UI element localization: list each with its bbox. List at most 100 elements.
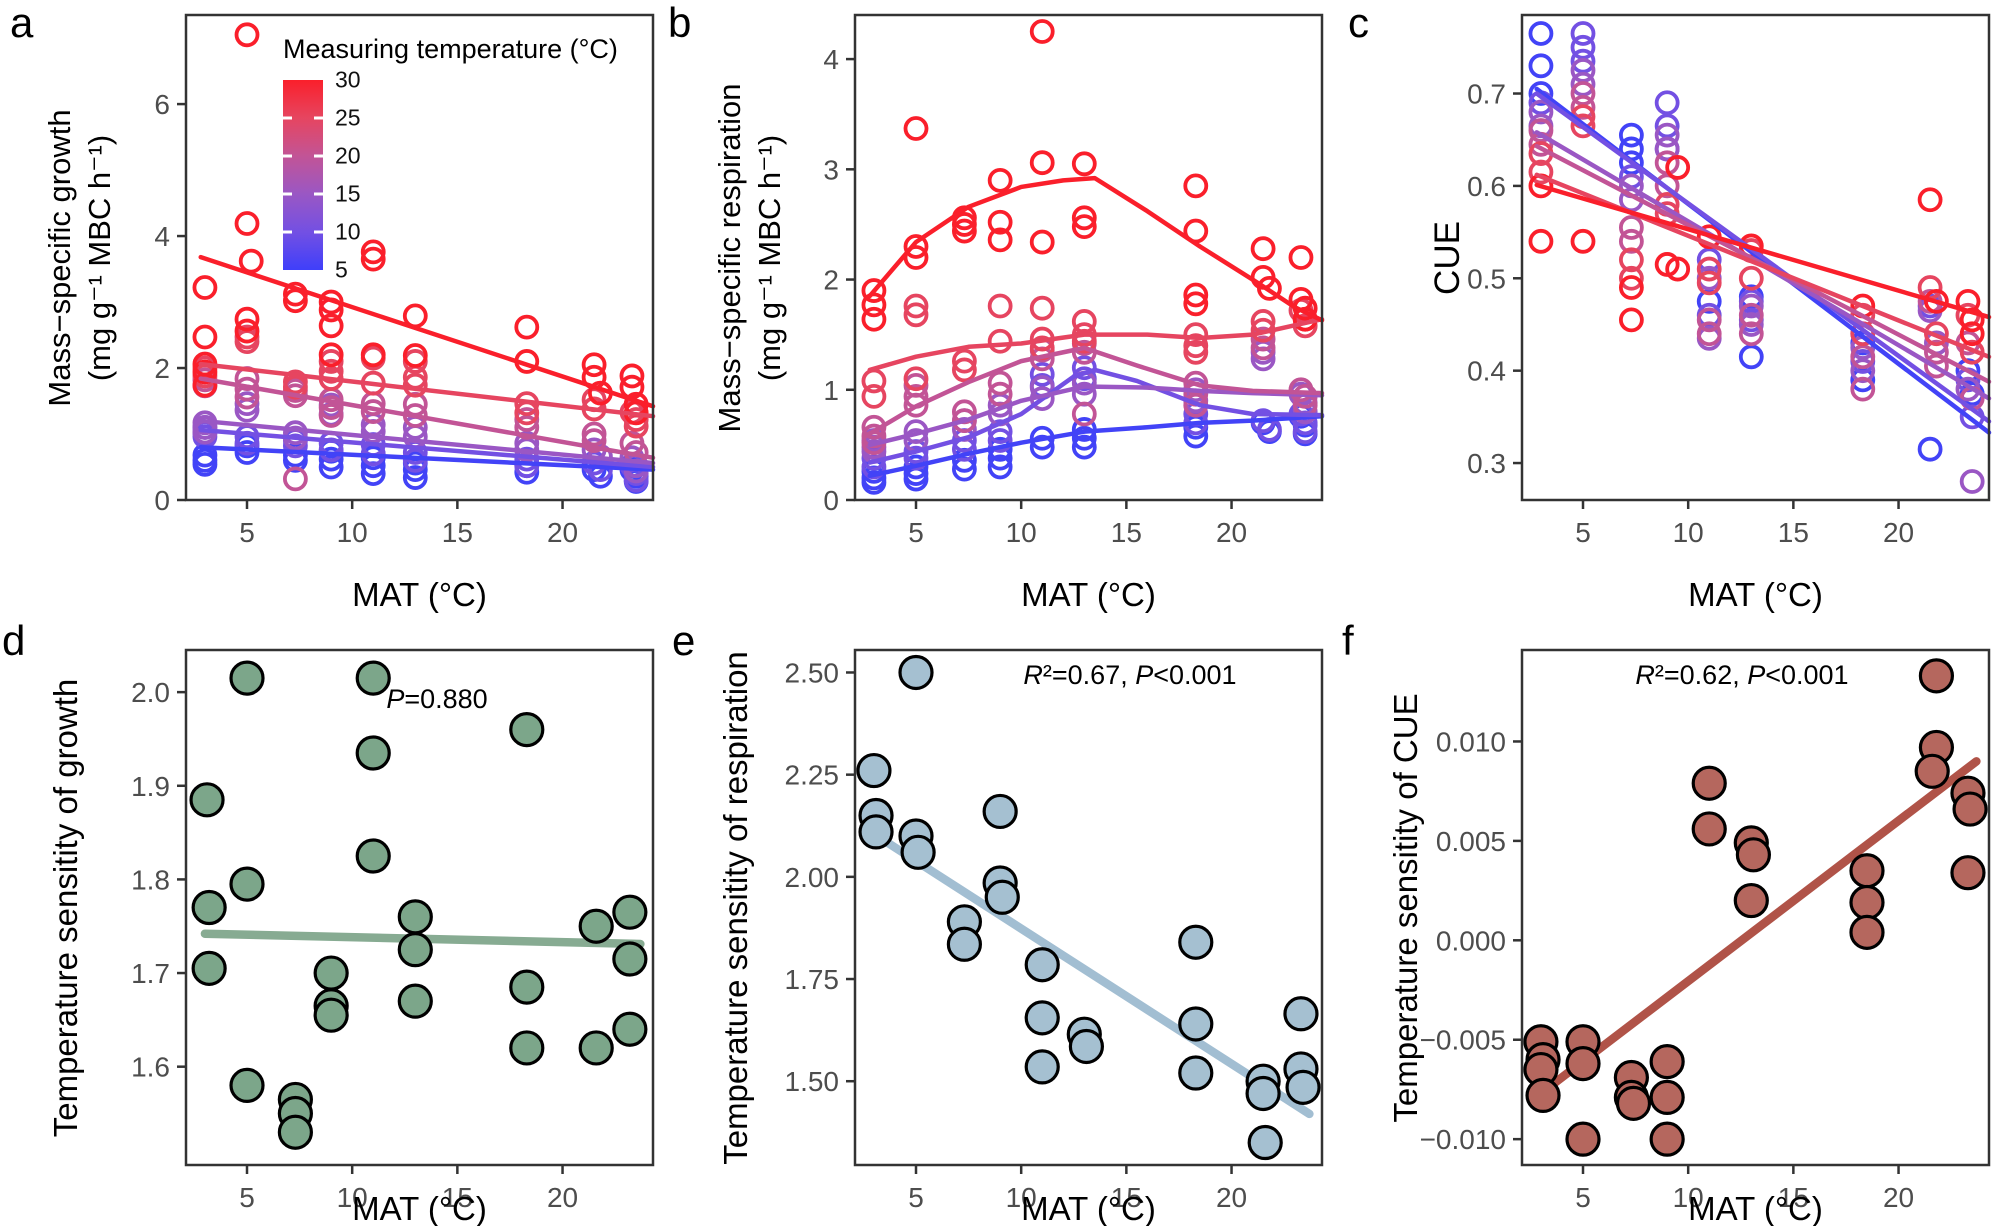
data-point bbox=[509, 969, 545, 1005]
data-point-ring bbox=[987, 381, 1013, 407]
fit-line bbox=[867, 384, 1325, 448]
data-point-ring bbox=[987, 370, 1013, 396]
x-tick-label: 15 bbox=[1778, 1182, 1809, 1213]
fit-line bbox=[867, 316, 1325, 373]
y-tick-label: 0.4 bbox=[1467, 356, 1506, 387]
data-point-ring bbox=[1654, 136, 1680, 162]
data-point bbox=[982, 793, 1018, 830]
data-point-ring bbox=[903, 116, 929, 141]
colorbar-tick bbox=[283, 154, 292, 158]
data-point-ring bbox=[951, 357, 977, 383]
data-point bbox=[1024, 1000, 1060, 1036]
data-point-ring bbox=[1250, 335, 1276, 361]
panel-b-ylabel: Mass−specific respiration (mg g⁻¹ MBC h⁻… bbox=[700, 15, 800, 500]
panel-frame bbox=[184, 648, 655, 1167]
data-point bbox=[1735, 837, 1771, 873]
data-point-ring bbox=[1029, 19, 1055, 44]
data-point bbox=[1068, 1028, 1104, 1065]
data-point-ring bbox=[514, 430, 540, 456]
data-point-ring bbox=[1029, 229, 1055, 255]
data-point-ring bbox=[903, 293, 929, 319]
data-point bbox=[1245, 1075, 1281, 1112]
data-point bbox=[229, 866, 265, 902]
x-tick-label: 15 bbox=[442, 517, 473, 548]
data-point bbox=[1178, 1006, 1214, 1042]
data-point bbox=[1649, 1044, 1685, 1080]
data-point bbox=[277, 1114, 313, 1150]
data-point-ring bbox=[1924, 339, 1949, 365]
data-point-ring bbox=[192, 359, 218, 385]
fit-line bbox=[198, 444, 656, 472]
data-point-ring bbox=[234, 306, 260, 332]
data-point-ring bbox=[402, 372, 428, 398]
data-point bbox=[313, 997, 349, 1033]
data-point bbox=[397, 932, 433, 968]
data-point-ring bbox=[1738, 302, 1764, 328]
x-tick-label: 10 bbox=[1006, 517, 1037, 548]
data-point bbox=[1247, 1124, 1283, 1161]
y-tick-label: 0.005 bbox=[1436, 826, 1506, 857]
data-point-ring bbox=[987, 209, 1013, 235]
data-point-ring bbox=[1696, 321, 1722, 347]
data-point-ring bbox=[234, 440, 260, 465]
data-point-ring bbox=[1528, 81, 1554, 106]
data-point-ring bbox=[1288, 245, 1314, 270]
data-point-ring bbox=[234, 22, 260, 48]
fit-line bbox=[867, 345, 1325, 437]
data-point-ring bbox=[1183, 339, 1209, 365]
data-point-ring bbox=[282, 466, 308, 492]
data-point-ring bbox=[1528, 159, 1554, 185]
data-point-ring bbox=[1029, 150, 1055, 176]
data-point-ring bbox=[1654, 90, 1680, 116]
data-point-ring bbox=[581, 352, 607, 378]
panel-frame bbox=[853, 13, 1324, 502]
data-point-ring bbox=[402, 343, 428, 368]
data-point-ring bbox=[987, 293, 1013, 319]
data-point-ring bbox=[903, 392, 929, 418]
data-point bbox=[355, 735, 391, 771]
y-tick-label: −0.010 bbox=[1420, 1124, 1506, 1155]
x-tick-label: 10 bbox=[1673, 1182, 1704, 1213]
data-point bbox=[313, 955, 349, 991]
data-point-ring bbox=[1528, 99, 1554, 125]
data-point bbox=[984, 879, 1020, 915]
panel-frame bbox=[184, 13, 655, 502]
data-point-ring bbox=[861, 306, 887, 332]
x-tick-label: 20 bbox=[547, 1182, 578, 1213]
data-point bbox=[1691, 765, 1727, 801]
data-point-ring bbox=[1183, 291, 1209, 317]
data-point-ring bbox=[1917, 187, 1943, 213]
data-point-ring bbox=[1183, 322, 1209, 348]
data-point-ring bbox=[1618, 150, 1644, 176]
data-point-ring bbox=[861, 383, 887, 409]
y-tick-label: 1.6 bbox=[131, 1052, 170, 1083]
data-point-ring bbox=[1618, 275, 1644, 300]
data-point-ring bbox=[987, 227, 1013, 253]
data-point-ring bbox=[861, 278, 887, 303]
data-point bbox=[397, 983, 433, 1019]
stats-annotation: R²=0.67, P<0.001 bbox=[1023, 660, 1236, 690]
data-point bbox=[191, 950, 227, 986]
data-point-ring bbox=[1570, 58, 1596, 83]
y-tick-label: 1.8 bbox=[131, 864, 170, 895]
panel-f-letter: f bbox=[1342, 617, 1354, 664]
panel-a-xlabel: MAT (°C) bbox=[352, 576, 487, 613]
data-point-ring bbox=[1029, 434, 1055, 460]
data-point-ring bbox=[861, 469, 887, 495]
fit-line bbox=[198, 418, 656, 466]
data-point-ring bbox=[1696, 288, 1722, 314]
data-point-ring bbox=[192, 275, 218, 300]
data-point-ring bbox=[1665, 256, 1691, 282]
data-point-ring bbox=[1654, 173, 1680, 199]
data-point-ring bbox=[1959, 469, 1985, 494]
data-point-ring bbox=[1183, 173, 1209, 199]
x-tick-label: 5 bbox=[1575, 1182, 1591, 1213]
y-tick-label: 6 bbox=[154, 89, 170, 120]
data-point-ring bbox=[861, 423, 887, 449]
fit-line bbox=[198, 376, 656, 461]
data-point bbox=[397, 899, 433, 935]
panel-frame bbox=[1520, 13, 1991, 502]
data-point-ring bbox=[903, 302, 929, 328]
